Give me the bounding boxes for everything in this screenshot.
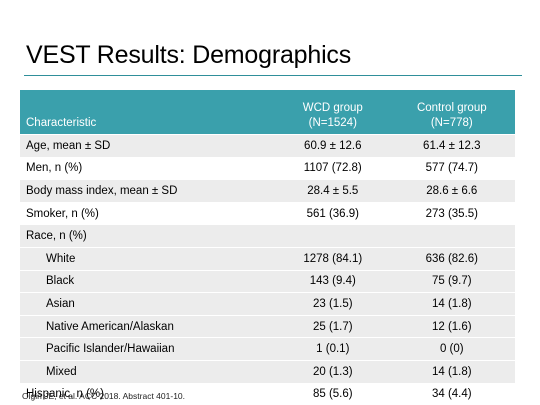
row-control-value: 14 (1.8) bbox=[431, 297, 472, 310]
row-wcd-value: 28.4 ± 5.5 bbox=[307, 184, 359, 197]
row-label: Age, mean ± SD bbox=[26, 139, 111, 152]
row-wcd-value: 20 (1.3) bbox=[312, 365, 353, 378]
row-label: Body mass index, mean ± SD bbox=[26, 184, 178, 197]
row-wcd-value: 1 (0.1) bbox=[316, 343, 350, 356]
table-row: Mixed 20 (1.3) 14 (1.8) bbox=[20, 360, 515, 384]
row-wcd-value: 561 (36.9) bbox=[306, 207, 359, 220]
row-wcd-value: 85 (5.6) bbox=[312, 388, 353, 401]
table-row: Race, n (%) bbox=[20, 224, 515, 248]
slide-title: VEST Results: Demographics bbox=[26, 41, 352, 69]
table-row: Men, n (%) 1107 (72.8) 577 (74.7) bbox=[20, 157, 515, 180]
table-header-row: Characteristic WCD group (N=1524) Contro… bbox=[20, 90, 515, 135]
header-wcd-name: WCD group bbox=[302, 102, 363, 114]
row-label: Mixed bbox=[46, 365, 77, 378]
row-wcd-value bbox=[277, 225, 389, 248]
header-characteristic: Characteristic bbox=[26, 117, 97, 129]
row-control-value: 273 (35.5) bbox=[425, 207, 478, 220]
header-control-group: Control group (N=778) bbox=[389, 90, 515, 135]
row-wcd-value: 1278 (84.1) bbox=[303, 252, 363, 265]
header-control-count: (N=778) bbox=[430, 117, 473, 129]
header-control-name: Control group bbox=[416, 102, 487, 114]
demographics-table: Characteristic WCD group (N=1524) Contro… bbox=[20, 90, 515, 405]
row-control-value: 28.6 ± 6.6 bbox=[426, 184, 478, 197]
row-label: Men, n (%) bbox=[26, 162, 83, 175]
table-row: Smoker, n (%) 561 (36.9) 273 (35.5) bbox=[20, 202, 515, 225]
row-wcd-value: 1107 (72.8) bbox=[303, 162, 362, 175]
row-control-value bbox=[389, 225, 515, 248]
header-wcd-count: (N=1524) bbox=[308, 117, 357, 129]
row-label: Black bbox=[46, 275, 75, 288]
row-label: White bbox=[46, 252, 76, 265]
row-control-value: 0 (0) bbox=[439, 343, 464, 356]
row-label: Asian bbox=[46, 297, 75, 310]
table-row: Body mass index, mean ± SD 28.4 ± 5.5 28… bbox=[20, 179, 515, 203]
row-wcd-value: 60.9 ± 12.6 bbox=[304, 139, 362, 152]
row-control-value: 577 (74.7) bbox=[425, 162, 478, 175]
row-control-value: 61.4 ± 12.3 bbox=[423, 139, 481, 152]
row-wcd-value: 25 (1.7) bbox=[312, 320, 353, 333]
row-control-value: 14 (1.8) bbox=[431, 365, 472, 378]
table-row: Asian 23 (1.5) 14 (1.8) bbox=[20, 292, 515, 316]
row-label: Native American/Alaskan bbox=[46, 320, 174, 333]
row-control-value: 12 (1.6) bbox=[431, 320, 472, 333]
row-control-value: 34 (4.4) bbox=[431, 388, 472, 401]
row-label: Hispanic, n (%) bbox=[26, 388, 104, 401]
table-row: Native American/Alaskan 25 (1.7) 12 (1.6… bbox=[20, 315, 515, 338]
table-row: White 1278 (84.1) 636 (82.6) bbox=[20, 247, 515, 271]
table-row: Hispanic, n (%) 85 (5.6) 34 (4.4) bbox=[20, 383, 515, 405]
title-divider bbox=[24, 75, 522, 76]
row-wcd-value: 143 (9.4) bbox=[309, 275, 356, 288]
table-row: Age, mean ± SD 60.9 ± 12.6 61.4 ± 12.3 bbox=[20, 134, 515, 158]
row-control-value: 636 (82.6) bbox=[425, 252, 478, 265]
row-label: Smoker, n (%) bbox=[26, 207, 99, 220]
table-row: Pacific Islander/Hawaiian 1 (0.1) 0 (0) bbox=[20, 337, 515, 361]
row-label: Race, n (%) bbox=[26, 230, 87, 243]
row-control-value: 75 (9.7) bbox=[431, 275, 472, 288]
table-row: Black 143 (9.4) 75 (9.7) bbox=[20, 270, 515, 293]
header-wcd-group: WCD group (N=1524) bbox=[277, 90, 389, 135]
citation-footnote: Olgin JE, et al. ACC 2018. Abstract 401-… bbox=[22, 391, 186, 401]
row-wcd-value: 23 (1.5) bbox=[312, 297, 353, 310]
row-label: Pacific Islander/Hawaiian bbox=[46, 343, 175, 356]
